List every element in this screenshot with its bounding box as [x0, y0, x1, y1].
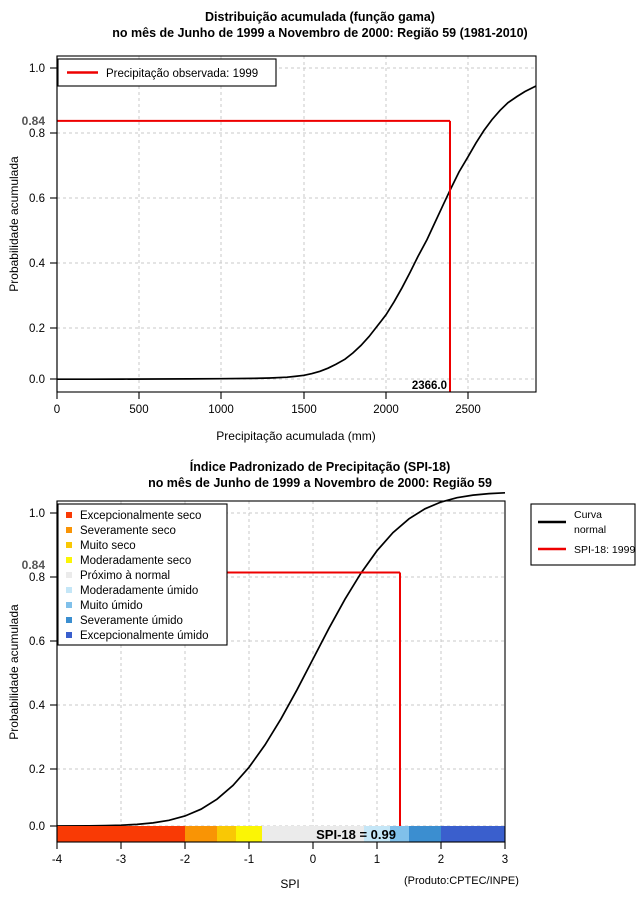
spi-cdf-panel: Índice Padronizado de Precipitação (SPI-… — [0, 450, 640, 900]
gamma-cdf-curve — [57, 85, 537, 381]
x-tick-label-4: 2000 — [373, 404, 399, 416]
x-tick-label-b6: 2 — [438, 854, 444, 866]
x-tick-label-b1: -3 — [116, 854, 126, 866]
x-tick-label-b4: 0 — [310, 854, 316, 866]
legend-swatch-excepcionalmente-seco — [66, 512, 72, 518]
legend-label-observed: Precipitação observada: 1999 — [106, 68, 258, 80]
x-tick-label-b7: 3 — [502, 854, 508, 866]
gamma-cdf-panel: Distribuição acumulada (função gama) no … — [7, 10, 537, 443]
x-axis-top: 0 500 1000 1500 2000 2500 — [54, 391, 536, 416]
bar-segment-excepcionalmente-umido — [441, 826, 505, 842]
legend-swatch-severamente-umido — [66, 617, 72, 623]
legend-label-3: Moderadamente seco — [80, 555, 191, 567]
y-tick-label-5: 1.0 — [29, 63, 45, 75]
spi-cdf-plot: SPI-18 = 0.99 0.0 0.2 0.4 0.6 0.8 1.0 0.… — [7, 491, 636, 891]
spi-category-bar — [57, 826, 505, 842]
y-tick-label-b4: 0.8 — [29, 572, 45, 584]
bottom-chart-title-line1: Índice Padronizado de Precipitação (SPI-… — [189, 460, 451, 474]
legend-label-2: Muito seco — [80, 540, 136, 552]
legend-label-5: Moderadamente úmido — [80, 585, 198, 597]
legend-label-8: Excepcionalmente úmido — [80, 630, 209, 642]
y-tick-label-3: 0.6 — [29, 193, 45, 205]
gamma-cdf-plot: 0.0 0.2 0.4 0.6 0.8 1.0 0.84 0 500 1000 … — [7, 55, 537, 443]
bar-segment-moderadamente-seco — [236, 826, 262, 842]
legend-item-3[interactable]: Moderadamente seco — [66, 555, 191, 567]
y-tick-label-b3: 0.6 — [29, 636, 45, 648]
legend-item-2[interactable]: Muito seco — [66, 540, 136, 552]
y-axis-bottom: 0.0 0.2 0.4 0.6 0.8 1.0 0.84 — [22, 501, 58, 842]
x-tick-label-b5: 1 — [374, 854, 380, 866]
legend-item-0[interactable]: Excepcionalmente seco — [66, 510, 201, 522]
y-tick-label-b0: 0.0 — [29, 821, 45, 833]
legend-curve-label-0a: Curva — [574, 509, 602, 521]
legend-swatch-proximo-a-normal — [66, 572, 72, 578]
x-axis-title-bottom: SPI — [280, 877, 299, 891]
spi-value-annotation: SPI-18 = 0.99 — [316, 827, 396, 842]
y-tick-label-1: 0.2 — [29, 323, 45, 335]
legend-label-1: Severamente seco — [80, 525, 176, 537]
x-axis-title-top: Precipitação acumulada (mm) — [216, 429, 375, 443]
credit-label: (Produto:CPTEC/INPE) — [404, 875, 519, 887]
legend-top[interactable]: Precipitação observada: 1999 — [57, 58, 277, 87]
bar-segment-severamente-seco — [185, 826, 217, 842]
legend-curve-label-0b: normal — [574, 524, 606, 536]
legend-label-0: Excepcionalmente seco — [80, 510, 201, 522]
legend-swatch-severamente-seco — [66, 527, 72, 533]
gridlines-top — [56, 56, 536, 392]
observed-value-label: 2366.0 — [412, 380, 447, 392]
x-tick-label-b3: -1 — [244, 854, 254, 866]
y-tick-label-0: 0.0 — [29, 374, 45, 386]
y-axis-title-top: Probabilidade acumulada — [7, 156, 21, 292]
highlight-y-label-bottom: 0.84 — [22, 558, 46, 572]
highlight-y-label-top: 0.84 — [22, 114, 46, 128]
x-tick-label-1: 500 — [129, 404, 148, 416]
y-tick-label-2: 0.4 — [29, 258, 46, 270]
legend-item-6[interactable]: Muito úmido — [66, 600, 143, 612]
normal-cdf-curve — [56, 491, 506, 827]
legend-item-5[interactable]: Moderadamente úmido — [66, 585, 198, 597]
legend-item-4[interactable]: Próximo à normal — [66, 570, 170, 582]
legend-swatch-muito-seco — [66, 542, 72, 548]
legend-swatch-excepcionalmente-umido — [66, 632, 72, 638]
y-axis-top: 0.0 0.2 0.4 0.6 0.8 1.0 0.84 — [22, 56, 58, 392]
y-axis-title-bottom: Probabilidade acumulada — [7, 604, 21, 740]
x-tick-label-5: 2500 — [455, 404, 481, 416]
y-tick-label-b2: 0.4 — [29, 700, 46, 712]
legend-label-7: Severamente úmido — [80, 615, 183, 627]
legend-label-6: Muito úmido — [80, 600, 143, 612]
legend-categories[interactable]: Excepcionalmente seco Severamente seco M… — [57, 503, 228, 646]
top-chart-title-line1: Distribuição acumulada (função gama) — [205, 10, 435, 24]
y-tick-label-b5: 1.0 — [29, 508, 45, 520]
bar-segment-moderadamente-umido — [364, 826, 390, 842]
bar-segment-severamente-umido — [409, 826, 441, 842]
legend-curve-item-0[interactable]: Curva normal — [538, 509, 606, 536]
x-tick-label-2: 1000 — [208, 404, 234, 416]
bar-segment-muito-umido — [390, 826, 409, 842]
bottom-chart-title-line2: no mês de Junho de 1999 a Novembro de 20… — [148, 476, 492, 490]
y-tick-label-4: 0.8 — [29, 128, 45, 140]
plot-frame-top — [56, 55, 537, 393]
y-tick-label-b1: 0.2 — [29, 764, 45, 776]
x-tick-label-0: 0 — [54, 404, 60, 416]
x-tick-label-b0: -4 — [52, 854, 63, 866]
legend-label-4: Próximo à normal — [80, 570, 170, 582]
legend-item-8[interactable]: Excepcionalmente úmido — [66, 630, 209, 642]
x-tick-label-b2: -2 — [180, 854, 190, 866]
legend-curves[interactable]: Curva normal SPI-18: 1999 — [530, 503, 636, 566]
legend-curve-item-1[interactable]: SPI-18: 1999 — [538, 544, 635, 556]
legend-swatch-moderadamente-seco — [66, 557, 72, 563]
legend-swatch-moderadamente-umido — [66, 587, 72, 593]
bar-segment-proximo-a-normal — [262, 826, 364, 842]
legend-swatch-muito-umido — [66, 602, 72, 608]
bar-segment-muito-seco — [217, 826, 236, 842]
legend-item-1[interactable]: Severamente seco — [66, 525, 176, 537]
bar-segment-excepcionalmente-seco — [57, 826, 185, 842]
legend-curve-label-1a: SPI-18: 1999 — [574, 544, 635, 556]
legend-item-7[interactable]: Severamente úmido — [66, 615, 183, 627]
x-axis-bottom: -4 -3 -2 -1 0 1 2 3 — [52, 841, 508, 866]
top-chart-title-line2: no mês de Junho de 1999 a Novembro de 20… — [112, 26, 528, 40]
x-tick-label-3: 1500 — [291, 404, 317, 416]
